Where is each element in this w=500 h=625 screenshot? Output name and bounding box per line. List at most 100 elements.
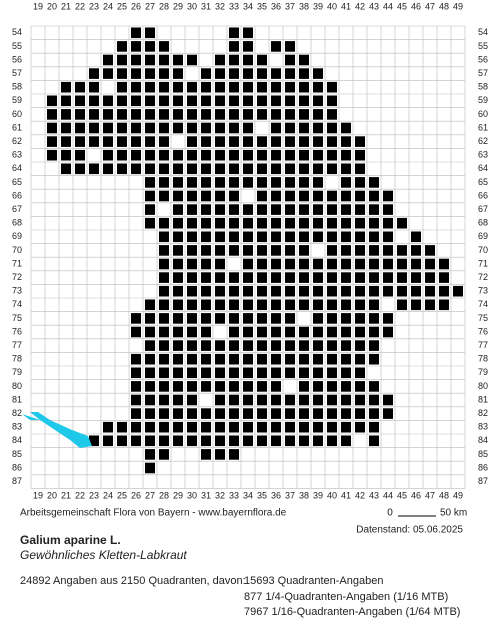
occurrence-cell [341, 149, 351, 161]
occurrence-cell [243, 68, 253, 79]
occurrence-cell [327, 367, 337, 379]
occurrence-cell [341, 163, 351, 175]
column-label: 49 [453, 490, 463, 500]
occurrence-cell [89, 136, 99, 147]
occurrence-cell [327, 285, 337, 297]
occurrence-cell [145, 163, 155, 175]
occurrence-cell [313, 408, 323, 419]
row-label: 65 [12, 177, 22, 187]
occurrence-cell [243, 231, 253, 243]
occurrence-cell [201, 136, 211, 147]
occurrence-cell [299, 245, 309, 256]
column-label: 27 [145, 490, 155, 500]
occurrence-cell [411, 272, 421, 283]
occurrence-cell [215, 367, 225, 379]
occurrence-cell [201, 109, 211, 120]
occurrence-cell [243, 421, 253, 433]
column-label: 42 [355, 490, 365, 500]
occurrence-cell [425, 245, 435, 256]
occurrence-cell [131, 408, 141, 419]
occurrence-cell [201, 299, 211, 311]
occurrence-cell [327, 258, 337, 270]
occurrence-cell [369, 231, 379, 243]
occurrence-cell [229, 367, 239, 379]
occurrence-cell [327, 231, 337, 243]
occurrence-cell [313, 136, 323, 147]
occurrence-cell [75, 81, 85, 93]
occurrence-cell [271, 394, 281, 406]
column-label: 25 [117, 490, 127, 500]
row-label: 64 [478, 163, 488, 173]
row-label: 81 [12, 394, 22, 404]
occurrence-cell [271, 204, 281, 215]
column-label: 21 [61, 1, 71, 11]
occurrence-cell [397, 245, 407, 256]
occurrence-cell [257, 95, 267, 107]
occurrence-cell [369, 177, 379, 188]
occurrence-cell [313, 81, 323, 93]
column-label: 25 [117, 1, 127, 11]
occurrence-cell [201, 204, 211, 215]
occurrence-cell [341, 231, 351, 243]
row-label: 72 [478, 272, 488, 282]
occurrence-cell [159, 109, 169, 120]
occurrence-cell [257, 258, 267, 270]
occurrence-cell [131, 68, 141, 79]
occurrence-cell [187, 136, 197, 147]
occurrence-cell [173, 177, 183, 188]
row-label: 63 [478, 150, 488, 160]
occurrence-cell [327, 217, 337, 229]
occurrence-cell [75, 136, 85, 147]
occurrence-cell [243, 394, 253, 406]
occurrence-cell [215, 136, 225, 147]
column-label: 28 [159, 1, 169, 11]
row-label: 76 [12, 326, 22, 336]
occurrence-cell [243, 367, 253, 379]
occurrence-cell [243, 245, 253, 256]
occurrence-cell [187, 95, 197, 107]
occurrence-cell [145, 340, 155, 351]
row-label: 70 [12, 245, 22, 255]
column-label: 34 [243, 1, 253, 11]
occurrence-cell [75, 95, 85, 107]
occurrence-cell [215, 149, 225, 161]
occurrence-cell [271, 258, 281, 270]
occurrence-cell [103, 54, 113, 66]
occurrence-cell [173, 353, 183, 365]
occurrence-cell [341, 381, 351, 392]
occurrence-cell [215, 340, 225, 351]
occurrence-cell [145, 41, 155, 52]
occurrence-cell [229, 109, 239, 120]
occurrence-cell [299, 136, 309, 147]
occurrence-cell [243, 136, 253, 147]
occurrence-cell [145, 95, 155, 107]
scale-end: 50 km [440, 508, 467, 519]
occurrence-cell [313, 149, 323, 161]
occurrence-cell [355, 231, 365, 243]
column-label: 29 [173, 1, 183, 11]
occurrence-cell [299, 326, 309, 338]
row-label: 72 [12, 272, 22, 282]
occurrence-cell [327, 163, 337, 175]
column-label: 26 [131, 490, 141, 500]
occurrence-cell [215, 190, 225, 202]
occurrence-cell [313, 272, 323, 283]
occurrence-cell [201, 340, 211, 351]
occurrence-cell [159, 136, 169, 147]
scale-start: 0 [387, 508, 393, 519]
column-label: 43 [369, 1, 379, 11]
occurrence-cell [229, 326, 239, 338]
occurrence-cell [159, 41, 169, 52]
occurrence-cell [187, 421, 197, 433]
occurrence-cell [313, 394, 323, 406]
occurrence-cell [145, 136, 155, 147]
occurrence-cell [201, 231, 211, 243]
row-label: 78 [12, 354, 22, 364]
occurrence-cell [229, 122, 239, 134]
occurrence-cell [313, 231, 323, 243]
occurrence-cell [215, 109, 225, 120]
occurrence-cell [117, 149, 127, 161]
occurrence-cell [61, 95, 71, 107]
occurrence-cell [145, 353, 155, 365]
row-label: 58 [478, 82, 488, 92]
